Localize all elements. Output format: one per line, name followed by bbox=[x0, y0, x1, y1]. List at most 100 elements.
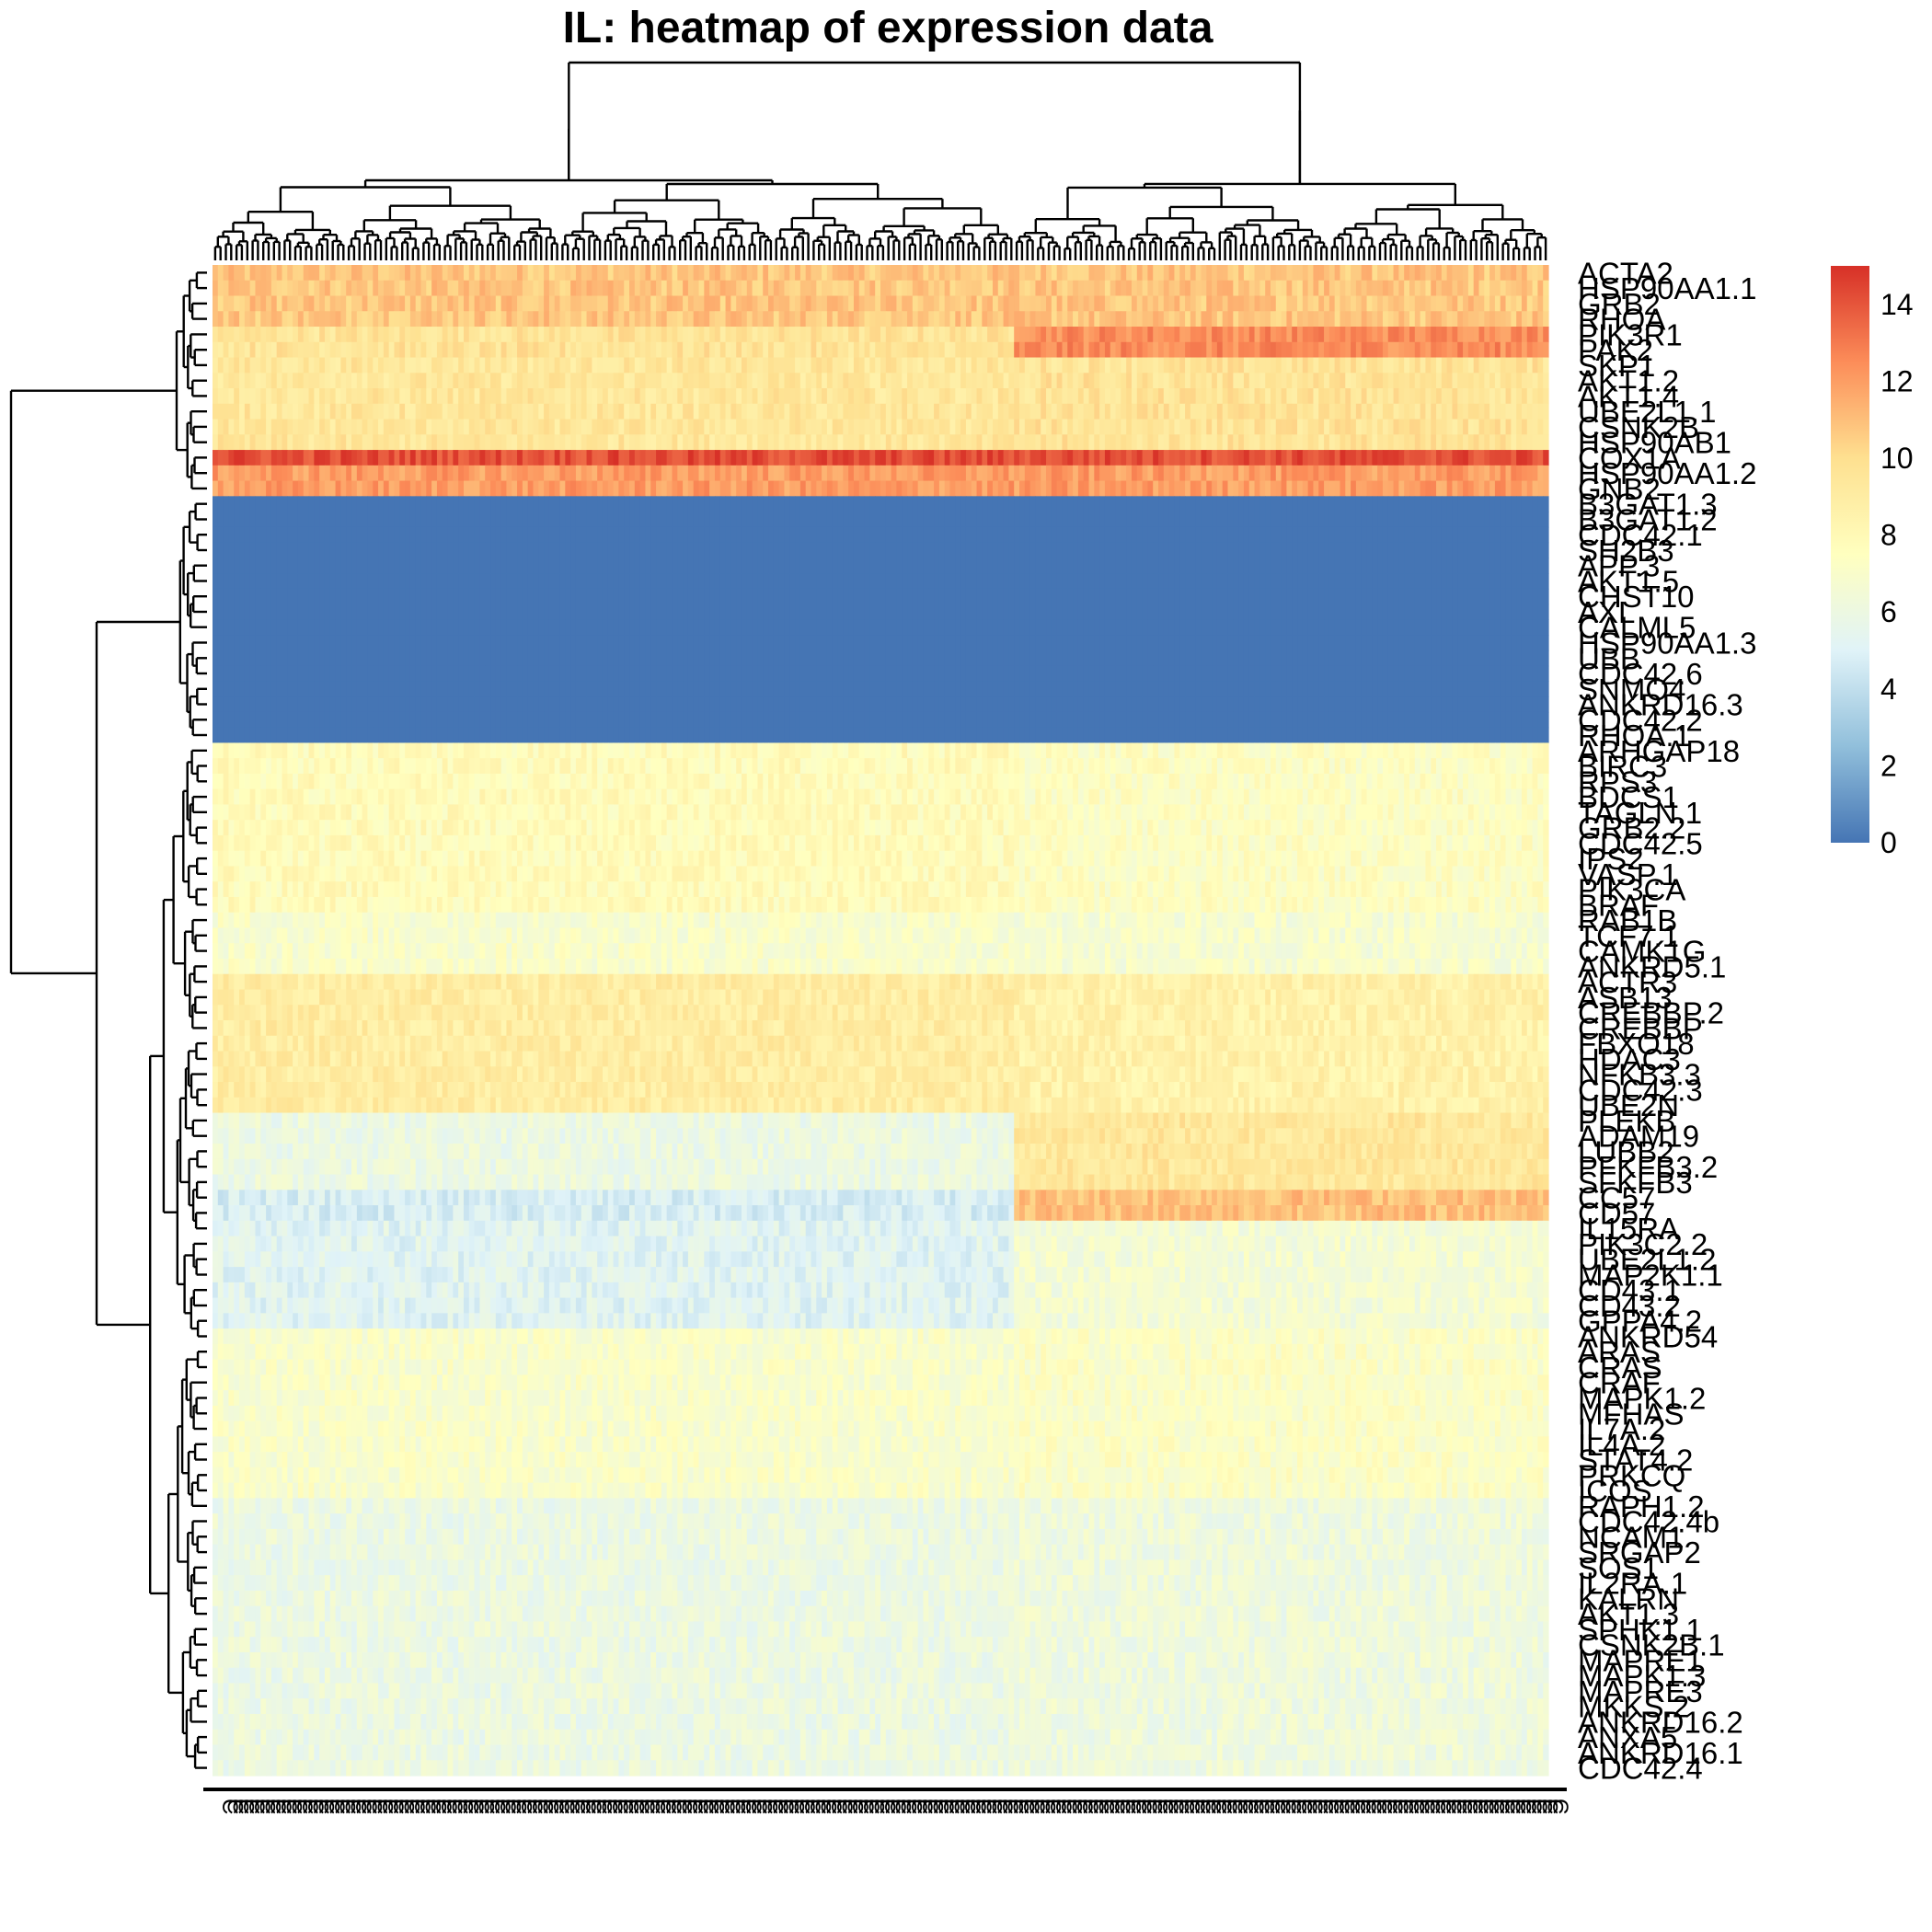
heatmap-cell bbox=[725, 419, 731, 435]
heatmap-cell bbox=[816, 341, 822, 359]
heatmap-cell bbox=[1088, 265, 1095, 282]
heatmap-cell bbox=[1099, 388, 1106, 405]
heatmap-cell bbox=[335, 480, 341, 497]
heatmap-cell bbox=[276, 419, 283, 435]
heatmap-cell bbox=[639, 434, 647, 451]
heatmap-cell bbox=[1046, 265, 1052, 282]
heatmap-cell bbox=[1168, 450, 1176, 466]
heatmap-cell bbox=[1024, 265, 1031, 282]
heatmap-cell bbox=[544, 434, 550, 451]
heatmap-cell bbox=[928, 496, 935, 512]
heatmap-cell bbox=[1543, 311, 1549, 328]
heatmap-cell bbox=[1041, 311, 1047, 328]
heatmap-cell bbox=[1340, 403, 1346, 420]
heatmap-cell bbox=[858, 341, 866, 359]
heatmap-cell bbox=[538, 280, 545, 297]
heatmap-cell bbox=[1377, 311, 1384, 328]
heatmap-cell bbox=[938, 311, 946, 328]
heatmap-cell bbox=[822, 480, 828, 497]
heatmap-cell bbox=[864, 496, 870, 512]
heatmap-cell bbox=[581, 434, 588, 451]
heatmap-cell bbox=[1307, 388, 1315, 405]
heatmap-cell bbox=[282, 327, 288, 343]
heatmap-cell bbox=[1387, 295, 1395, 312]
heatmap-cell bbox=[752, 419, 759, 435]
heatmap-cell bbox=[399, 357, 406, 374]
heatmap-cell bbox=[639, 480, 647, 497]
heatmap-cell bbox=[1104, 419, 1111, 435]
heatmap-cell bbox=[1265, 388, 1271, 405]
heatmap-cell bbox=[639, 311, 647, 328]
heatmap-cell bbox=[1526, 311, 1534, 328]
heatmap-cell bbox=[736, 450, 742, 466]
heatmap-cell bbox=[698, 280, 705, 297]
heatmap-cell bbox=[1014, 450, 1020, 466]
heatmap-cell bbox=[533, 311, 539, 328]
heatmap-cell bbox=[1328, 434, 1336, 451]
heatmap-cell bbox=[213, 480, 219, 497]
heatmap-cell bbox=[1452, 280, 1458, 297]
heatmap-cell bbox=[1361, 403, 1368, 420]
heatmap-cell bbox=[234, 341, 240, 359]
heatmap-cell bbox=[1136, 265, 1144, 282]
heatmap-cell bbox=[1222, 480, 1229, 497]
heatmap-cell bbox=[1136, 295, 1144, 312]
heatmap-cell bbox=[666, 373, 673, 389]
heatmap-cell bbox=[340, 434, 347, 451]
heatmap-cell bbox=[976, 295, 983, 312]
heatmap-cell bbox=[329, 450, 337, 466]
heatmap-cell bbox=[1270, 327, 1277, 343]
heatmap-cell bbox=[1238, 280, 1245, 297]
heatmap-cell bbox=[1008, 419, 1015, 435]
heatmap-cell bbox=[1355, 388, 1363, 405]
heatmap-cell bbox=[944, 327, 951, 343]
heatmap-cell bbox=[512, 311, 518, 328]
heatmap-cell bbox=[570, 280, 577, 297]
heatmap-cell bbox=[1398, 419, 1405, 435]
heatmap-cell bbox=[1387, 403, 1395, 420]
heatmap-cell bbox=[629, 403, 636, 420]
heatmap-cell bbox=[1115, 465, 1121, 482]
heatmap-cell bbox=[1158, 419, 1165, 435]
heatmap-cell bbox=[468, 388, 476, 405]
heatmap-cell bbox=[719, 450, 727, 466]
heatmap-cell bbox=[752, 403, 759, 420]
heatmap-cell bbox=[752, 357, 759, 374]
heatmap-cell bbox=[714, 403, 721, 420]
heatmap-cell bbox=[554, 265, 561, 282]
heatmap-cell bbox=[581, 496, 588, 512]
heatmap-cell bbox=[479, 357, 486, 374]
heatmap-cell bbox=[683, 480, 689, 497]
heatmap-cell bbox=[351, 341, 358, 359]
heatmap-cell bbox=[934, 265, 940, 282]
heatmap-cell bbox=[1484, 373, 1490, 389]
heatmap-cell bbox=[1382, 265, 1389, 282]
heatmap-cell bbox=[1265, 265, 1271, 282]
heatmap-cell bbox=[1248, 373, 1256, 389]
heatmap-cell bbox=[1425, 450, 1432, 466]
heatmap-cell bbox=[997, 403, 1005, 420]
heatmap-cell bbox=[1168, 403, 1176, 420]
heatmap-cell bbox=[912, 465, 919, 482]
heatmap-cell bbox=[1532, 280, 1538, 297]
heatmap-cell bbox=[351, 465, 358, 482]
heatmap-cell bbox=[244, 311, 251, 328]
heatmap-cell bbox=[1073, 327, 1079, 343]
heatmap-cell bbox=[512, 373, 518, 389]
heatmap-cell bbox=[602, 280, 609, 297]
heatmap-cell bbox=[1147, 265, 1154, 282]
heatmap-cell bbox=[319, 434, 326, 451]
heatmap-cell bbox=[1420, 480, 1427, 497]
heatmap-cell bbox=[1136, 496, 1144, 512]
heatmap-cell bbox=[629, 465, 636, 482]
heatmap-cell bbox=[405, 373, 411, 389]
heatmap-cell bbox=[725, 465, 731, 482]
heatmap-cell bbox=[1212, 450, 1218, 466]
heatmap-cell bbox=[234, 450, 240, 466]
heatmap-cell bbox=[1543, 480, 1549, 497]
heatmap-cell bbox=[373, 280, 379, 297]
heatmap-cell bbox=[495, 434, 502, 451]
heatmap-cell bbox=[1206, 265, 1213, 282]
heatmap-cell bbox=[1345, 265, 1351, 282]
heatmap-cell bbox=[287, 434, 293, 451]
